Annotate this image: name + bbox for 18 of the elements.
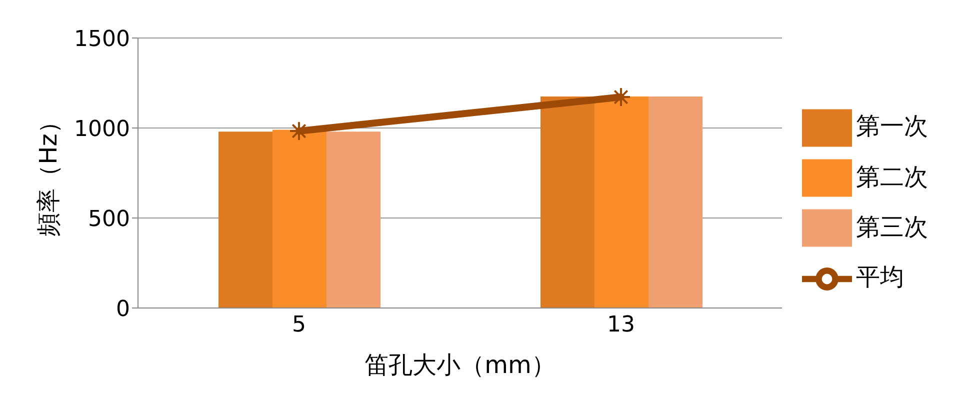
- y-tick-label: 1500: [74, 26, 130, 52]
- bar: [540, 96, 594, 308]
- bar: [648, 96, 702, 308]
- bar: [594, 96, 648, 308]
- legend-label: 第三次: [856, 213, 928, 241]
- x-tick-label: 13: [607, 312, 635, 338]
- x-axis-title: 笛孔大小（mm）: [364, 351, 556, 379]
- bar: [272, 130, 326, 308]
- legend-label: 平均: [856, 263, 904, 292]
- bar: [326, 132, 380, 308]
- y-tick-label: 1000: [74, 116, 130, 142]
- bar: [218, 132, 272, 308]
- x-tick-label: 5: [292, 312, 306, 338]
- legend-label: 第一次: [856, 112, 928, 140]
- y-tick-label: 0: [116, 296, 130, 322]
- y-axis-title: 頻率（Hz）: [34, 110, 63, 236]
- legend-label: 第二次: [856, 162, 928, 191]
- y-tick-label: 500: [88, 206, 130, 232]
